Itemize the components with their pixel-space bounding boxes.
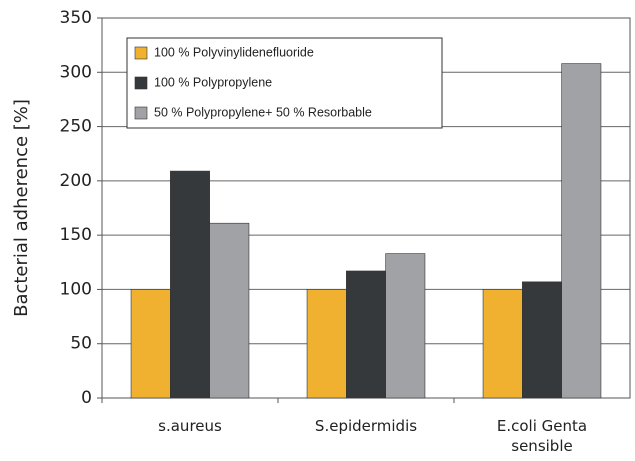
x-tick-label: s.aureus xyxy=(158,417,222,435)
legend-box xyxy=(126,37,443,129)
bar xyxy=(170,170,210,399)
y-tick-label: 250 xyxy=(60,117,92,137)
bar xyxy=(522,281,562,399)
y-tick-label: 200 xyxy=(60,171,92,191)
y-axis-label: Bacterial adherence [%] xyxy=(11,99,32,317)
x-tick-label: S.epidermidis xyxy=(314,417,418,435)
y-tick-label: 300 xyxy=(60,62,92,82)
legend-swatch xyxy=(134,76,148,90)
y-tick-label: 50 xyxy=(70,334,92,354)
legend-label: 50 % Polypropylene+ 50 % Resorbable xyxy=(154,105,372,119)
bar xyxy=(385,253,426,399)
y-tick-label: 100 xyxy=(60,279,92,299)
y-tick-label: 150 xyxy=(60,225,92,245)
legend-swatch xyxy=(134,106,148,120)
y-tick-label: 0 xyxy=(81,388,92,408)
legend-label: 100 % Polypropylene xyxy=(154,75,272,89)
bar xyxy=(209,222,250,399)
legend-swatch xyxy=(134,46,148,60)
bar xyxy=(306,289,347,399)
bar xyxy=(130,289,171,399)
legend-label: 100 % Polyvinylidenefluoride xyxy=(154,45,314,59)
bar xyxy=(561,63,602,399)
y-tick-label: 350 xyxy=(60,8,92,28)
x-tick-label: E.coli Genta sensible xyxy=(496,417,588,455)
bar xyxy=(346,270,386,399)
bar xyxy=(482,289,523,399)
